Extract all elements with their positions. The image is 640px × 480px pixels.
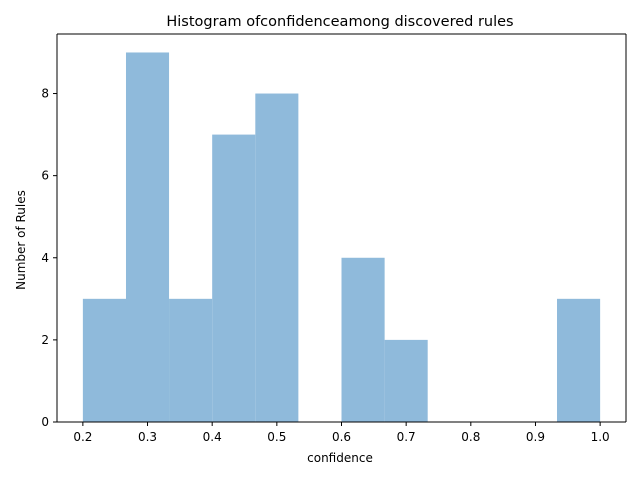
x-tick-label: 0.9 xyxy=(526,430,545,444)
histogram-bar xyxy=(384,339,428,422)
bars-layer xyxy=(82,52,601,422)
y-tick-label: 8 xyxy=(41,87,49,101)
x-tick-label: 0.5 xyxy=(267,430,286,444)
x-tick-label: 0.3 xyxy=(138,430,157,444)
histogram-bar xyxy=(125,52,170,422)
y-tick-label: 2 xyxy=(41,333,49,347)
histogram-bar xyxy=(82,298,126,422)
histogram-bar xyxy=(255,93,299,422)
x-tick-label: 0.7 xyxy=(397,430,416,444)
y-axis-label: Number of Rules xyxy=(14,190,28,290)
x-tick-label: 0.6 xyxy=(332,430,351,444)
y-tick-label: 0 xyxy=(41,415,49,429)
histogram-bar xyxy=(557,298,601,422)
x-tick-label: 0.8 xyxy=(461,430,480,444)
chart-title: Histogram ofconfidenceamong discovered r… xyxy=(166,14,513,30)
x-axis-label: confidence xyxy=(307,451,373,465)
y-tick-label: 6 xyxy=(41,169,49,183)
x-tick-label: 0.4 xyxy=(203,430,222,444)
x-tick-label: 1.0 xyxy=(591,430,610,444)
x-tick-label: 0.2 xyxy=(73,430,92,444)
histogram-bar xyxy=(341,257,385,422)
histogram-bar xyxy=(212,134,256,422)
axes-layer: 0.2 0.3 0.4 0.5 0.6 0.7 0.8 0.9 1.0 0 2 4 6 8 xyxy=(41,33,627,444)
histogram-bar xyxy=(169,298,213,422)
y-tick-label: 4 xyxy=(41,251,49,265)
